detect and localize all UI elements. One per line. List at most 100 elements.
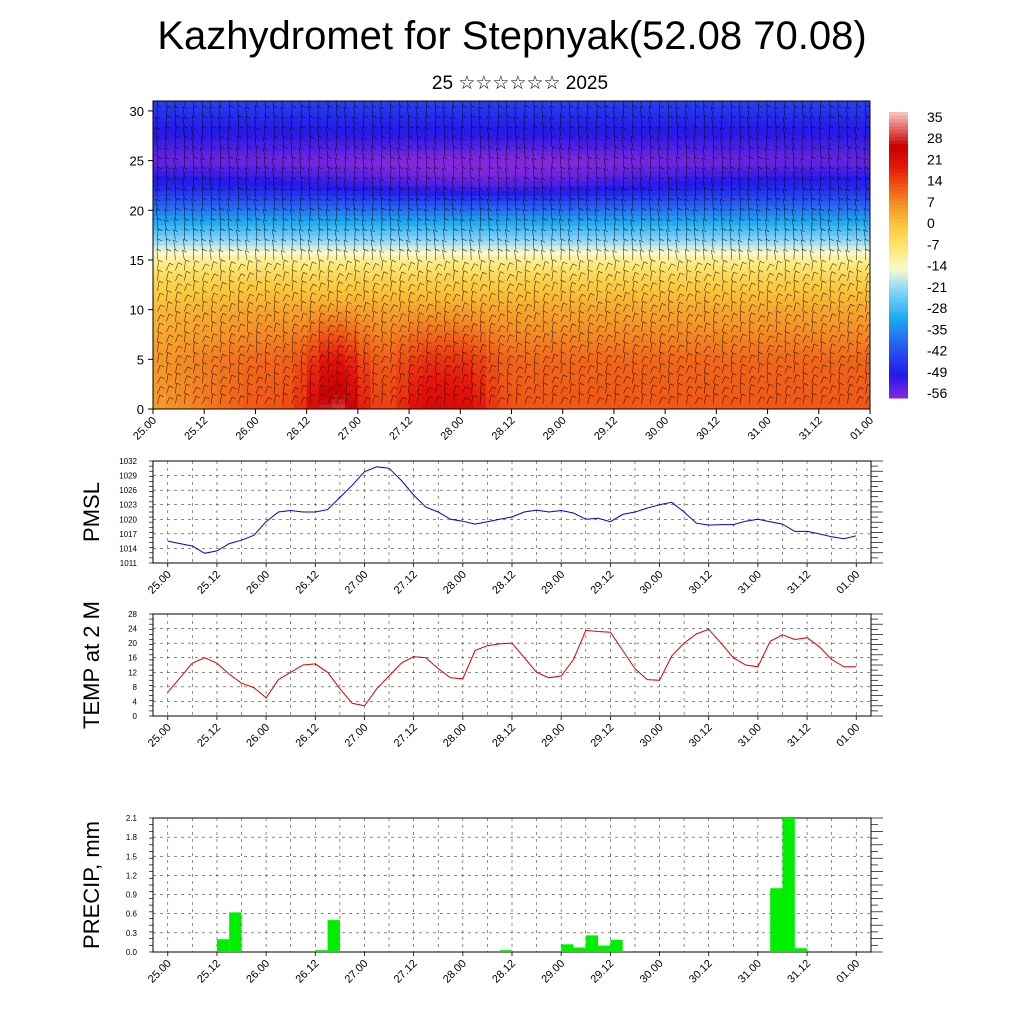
heatmap-cell bbox=[857, 200, 870, 206]
heatmap-cell bbox=[613, 289, 628, 296]
heatmap-cell bbox=[537, 200, 551, 206]
wind-barb bbox=[166, 249, 168, 261]
heatmap-cell bbox=[716, 319, 730, 326]
wind-barb-flag bbox=[382, 383, 388, 386]
heatmap-cell bbox=[293, 374, 308, 380]
heatmap-cell bbox=[229, 235, 244, 241]
wind-barb bbox=[291, 269, 294, 281]
wind-barb-flag bbox=[328, 105, 333, 108]
heatmap-cell bbox=[613, 175, 628, 182]
heatmap-cell bbox=[485, 190, 500, 196]
heatmap-cell bbox=[511, 160, 525, 167]
heatmap-cell bbox=[447, 205, 461, 211]
wind-barb-flag bbox=[347, 373, 352, 377]
wind-barb-flag bbox=[293, 280, 298, 283]
heatmap-cell bbox=[345, 235, 359, 241]
heatmap-cell bbox=[268, 339, 282, 346]
heatmap-cell bbox=[805, 359, 820, 365]
wind-barb bbox=[282, 271, 286, 281]
heatmap-cell bbox=[818, 185, 833, 192]
wind-barb bbox=[182, 178, 185, 189]
wind-barb bbox=[175, 355, 179, 363]
wind-barb bbox=[336, 395, 340, 405]
heatmap-cell bbox=[613, 269, 628, 276]
heatmap-cell bbox=[434, 205, 449, 211]
heatmap-cell bbox=[293, 150, 308, 157]
heatmap-cell bbox=[639, 245, 653, 251]
wind-barb-flag bbox=[352, 126, 358, 130]
wind-barb-flag bbox=[373, 197, 378, 201]
heatmap-cell bbox=[562, 115, 577, 122]
wind-barb-flag bbox=[254, 188, 259, 191]
heatmap-cell bbox=[639, 160, 653, 167]
heatmap-cell bbox=[703, 255, 717, 261]
heatmap-cell bbox=[844, 304, 858, 311]
wind-barb-flag bbox=[229, 280, 235, 283]
heatmap-cell bbox=[588, 140, 602, 147]
heatmap-cell bbox=[242, 354, 257, 360]
chart-title: Kazhydromet for Stepnyak(52.08 70.08) bbox=[157, 14, 867, 58]
wind-barb-flag bbox=[283, 146, 288, 149]
wind-barb-flag bbox=[185, 321, 190, 324]
wind-barb bbox=[193, 332, 196, 343]
wind-barb bbox=[291, 376, 296, 384]
heatmap-cell bbox=[153, 279, 167, 286]
wind-barb-flag bbox=[373, 382, 378, 386]
heatmap-cell bbox=[537, 369, 551, 375]
heatmap-cell bbox=[818, 210, 833, 216]
heatmap-cell bbox=[831, 264, 845, 271]
heatmap-cell bbox=[447, 195, 461, 201]
heatmap-cell bbox=[562, 364, 577, 370]
heatmap-cell bbox=[767, 369, 781, 375]
heatmap-cell bbox=[370, 255, 385, 261]
heatmap-cell bbox=[242, 235, 257, 241]
heatmap-cell bbox=[818, 274, 833, 281]
heatmap-cell bbox=[460, 319, 474, 326]
heatmap-cell bbox=[255, 259, 269, 266]
heatmap-cell bbox=[332, 195, 346, 201]
heatmap-cell bbox=[575, 379, 589, 385]
heatmap-cell bbox=[716, 255, 730, 261]
wind-barb-flag bbox=[364, 95, 368, 97]
heatmap-cell bbox=[613, 140, 628, 147]
wind-barb-flag bbox=[336, 96, 340, 98]
wind-barb-flag bbox=[354, 166, 360, 170]
heatmap-cell bbox=[268, 120, 282, 127]
heatmap-cell bbox=[690, 289, 705, 296]
heatmap-cell bbox=[857, 255, 870, 261]
heatmap-cell bbox=[524, 120, 538, 127]
heatmap-cell bbox=[511, 294, 525, 301]
heatmap-cell bbox=[831, 289, 845, 296]
heatmap-cell bbox=[716, 200, 730, 206]
wind-barb-flag bbox=[167, 95, 171, 97]
wind-barb-flag bbox=[238, 115, 243, 119]
heatmap-cell bbox=[447, 274, 461, 281]
wind-barb-flag bbox=[157, 146, 162, 149]
heatmap-cell bbox=[178, 225, 193, 231]
heatmap-cell bbox=[345, 389, 359, 395]
heatmap-cell bbox=[844, 130, 858, 137]
heatmap-cell bbox=[255, 120, 269, 127]
wind-barb-flag bbox=[220, 146, 225, 149]
heatmap-cell bbox=[562, 279, 577, 286]
heatmap-cell bbox=[677, 190, 692, 196]
heatmap-cell bbox=[716, 205, 730, 211]
heatmap-cell bbox=[818, 235, 833, 241]
heatmap-cell bbox=[613, 259, 628, 266]
heatmap-cell bbox=[805, 354, 820, 360]
heatmap-cell bbox=[716, 225, 730, 231]
heatmap-cell bbox=[729, 135, 743, 142]
wind-barb-flag bbox=[339, 395, 344, 399]
wind-barb-flag bbox=[166, 187, 172, 190]
heatmap-cell bbox=[319, 264, 333, 271]
heatmap-cell bbox=[178, 369, 193, 375]
heatmap-cell bbox=[703, 110, 717, 117]
heatmap-cell bbox=[741, 344, 756, 350]
heatmap-cell bbox=[357, 259, 372, 266]
heatmap-cell bbox=[409, 230, 423, 236]
wind-barb bbox=[255, 177, 257, 189]
heatmap-cell bbox=[537, 220, 551, 226]
wind-barb-flag bbox=[232, 314, 237, 318]
heatmap-cell bbox=[665, 374, 679, 380]
wind-barb-flag bbox=[202, 95, 206, 97]
